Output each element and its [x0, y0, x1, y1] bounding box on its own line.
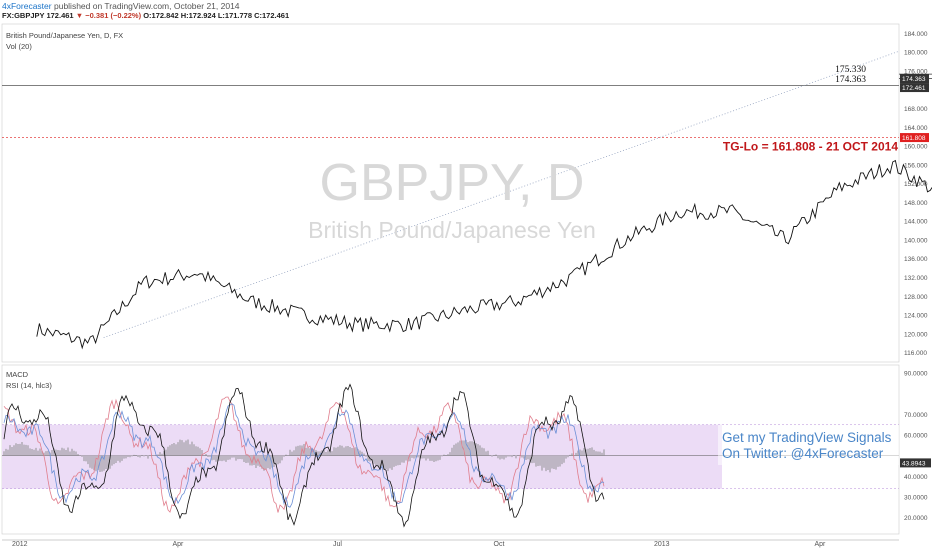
macd-label: MACD	[6, 370, 29, 379]
symbol-line: FX:GBPJPY 172.461 ▼ −0.381 (−0.22%) O:17…	[2, 11, 289, 20]
price-tick-label: 176.000	[904, 68, 928, 75]
price-tick-label: 184.000	[904, 31, 928, 38]
axes: 184.000180.000176.000172.000168.000164.0…	[12, 31, 931, 548]
time-tick-label: Oct	[494, 541, 505, 548]
price-badge	[900, 83, 929, 93]
price-badge-label: 172.461	[902, 85, 926, 92]
last-price: 172.461	[46, 11, 74, 20]
target-label: TG-Lo = 161.808 - 21 OCT 2014	[723, 140, 898, 154]
price-line	[36, 159, 932, 350]
rsi-line	[3, 383, 605, 528]
price-tick-label: 128.000	[904, 294, 928, 301]
level-low-label: 174.363	[835, 75, 866, 85]
price-badge-label: 174.363	[902, 76, 926, 83]
watermark-name: British Pound/Japanese Yen	[308, 217, 596, 243]
price-pane-frame	[1, 23, 900, 363]
rsi-label: RSI (14, hlc3)	[6, 381, 52, 390]
indicator-tick-label: 60.0000	[904, 433, 928, 440]
volume-label: Vol (20)	[6, 42, 32, 51]
time-tick-label: Jul	[333, 541, 342, 548]
price-tick-label: 156.000	[904, 162, 928, 169]
price-series	[36, 159, 932, 350]
indicator-tick-label: 40.0000	[904, 474, 928, 481]
time-tick-label: 2012	[12, 541, 28, 548]
indicator-tick-label: 70.0000	[904, 412, 928, 419]
time-tick-label: Apr	[173, 541, 185, 548]
price-tick-label: 148.000	[904, 200, 928, 207]
price-tick-label: 124.000	[904, 313, 928, 320]
price-tick-label: 152.000	[904, 181, 928, 188]
reference-lines: 01235813	[2, 50, 932, 338]
time-tick-label: Apr	[815, 541, 827, 548]
price-badge-label: 161.808	[902, 135, 926, 142]
price-tick-label: 120.000	[904, 331, 928, 338]
price-tick-label: 116.000	[904, 350, 927, 357]
macd-line	[3, 403, 605, 508]
symbol-name: FX:GBPJPY	[2, 11, 45, 20]
level-high-label: 175.330	[835, 65, 866, 75]
price-tick-label: 132.000	[904, 275, 928, 282]
price-badge	[900, 133, 929, 143]
price-badge	[900, 74, 929, 84]
price-tick-label: 180.000	[904, 50, 928, 57]
indicator-tick-label: 30.0000	[904, 494, 928, 501]
published-text: published on TradingView.com, October 21…	[53, 1, 240, 11]
twitter-text: On Twitter: @4xForecaster	[722, 446, 884, 461]
publisher-line: 4xForecaster published on TradingView.co…	[2, 1, 240, 11]
price-tick-label: 136.000	[904, 256, 928, 263]
ohlc-values: O:172.842 H:172.924 L:171.778 C:172.461	[143, 11, 290, 20]
rsi-badge	[900, 458, 931, 468]
watermark-symbol: GBPJPY, D	[320, 154, 585, 212]
macd-histogram	[3, 439, 605, 473]
price-tick-label: 160.000	[904, 144, 928, 151]
price-tick-label: 168.000	[904, 106, 928, 113]
macd-signal-line	[3, 396, 605, 513]
price-tick-label: 140.000	[904, 237, 928, 244]
series-label: British Pound/Japanese Yen, D, FX	[6, 31, 124, 40]
indicator-tick-label: 90.0000	[904, 371, 928, 378]
signals-box	[718, 425, 899, 465]
indicator-tick-label: 20.0000	[904, 515, 928, 522]
price-tick-label: 144.000	[904, 219, 928, 226]
down-arrow-icon: ▼	[75, 11, 84, 20]
signals-text: Get my TradingView Signals	[722, 430, 892, 445]
price-change: −0.381 (−0.22%)	[85, 11, 142, 20]
publisher-name[interactable]: 4xForecaster	[2, 1, 52, 11]
rsi-badge-label: 43.8943	[902, 460, 926, 467]
time-tick-label: 2013	[654, 541, 670, 548]
price-tick-label: 164.000	[904, 125, 928, 132]
